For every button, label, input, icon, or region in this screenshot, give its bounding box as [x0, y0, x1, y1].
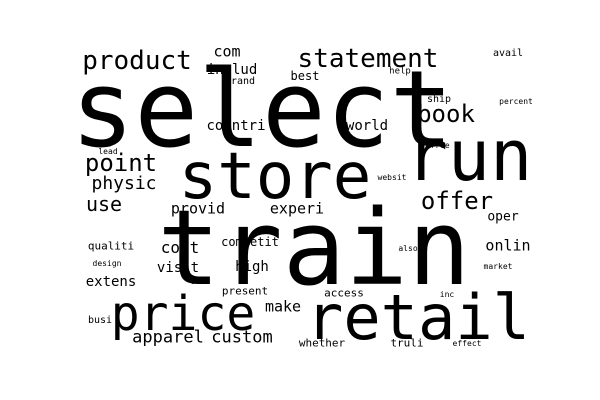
word-product: product: [82, 46, 192, 76]
word-com: com: [213, 42, 241, 61]
word-price: price: [110, 286, 256, 342]
word-offer: offer: [420, 187, 494, 215]
word-visit: visit: [156, 260, 200, 276]
word-onlin: onlin: [485, 236, 531, 255]
word-qualiti: qualiti: [87, 239, 135, 253]
word-world: world: [345, 118, 389, 134]
word-brand: brand: [224, 76, 256, 87]
word-make: make: [264, 297, 302, 316]
word-effect: effect: [452, 339, 482, 348]
word-avail: avail: [492, 48, 524, 59]
word-book: book: [417, 100, 475, 128]
word-use: use: [85, 192, 123, 216]
word-train: train: [157, 187, 471, 309]
word-percent: percent: [499, 97, 533, 106]
word-websit: websit: [377, 173, 407, 182]
word-busi: busi: [87, 315, 113, 326]
word-includ: includ: [206, 62, 258, 78]
word-design: design: [92, 259, 122, 268]
word-extens: extens: [85, 274, 137, 290]
word-market: market: [483, 262, 513, 271]
word-run: run: [405, 115, 533, 197]
word-apparel: apparel: [132, 327, 204, 348]
word-low: low: [189, 277, 205, 286]
word-provid: provid: [170, 199, 226, 218]
word-statement: statement: [297, 44, 439, 74]
word-present: present: [221, 284, 269, 298]
word-high: high: [235, 259, 269, 275]
word-physic: physic: [91, 173, 157, 194]
word-select: select: [70, 48, 454, 171]
word-experi: experi: [269, 199, 325, 218]
word-custom: custom: [211, 327, 273, 348]
word-competit: competit: [221, 235, 279, 249]
word-truli: truli: [390, 336, 424, 350]
word-lead: lead: [98, 147, 118, 156]
word-countri: countri: [206, 118, 266, 134]
word-inc: inc: [439, 290, 455, 299]
word-best: best: [290, 69, 320, 83]
word-point: point: [84, 149, 158, 177]
word-cost: cost: [160, 238, 200, 257]
word-ship: ship: [426, 94, 452, 105]
word-free: free: [430, 141, 450, 150]
word-oper: oper: [487, 209, 519, 225]
word-access: access: [324, 286, 364, 300]
word-also: also: [398, 244, 418, 253]
word-whether: whether: [298, 336, 346, 350]
word-store: store: [178, 140, 372, 214]
word-help: help: [389, 66, 411, 77]
word-retail: retail: [306, 281, 530, 354]
